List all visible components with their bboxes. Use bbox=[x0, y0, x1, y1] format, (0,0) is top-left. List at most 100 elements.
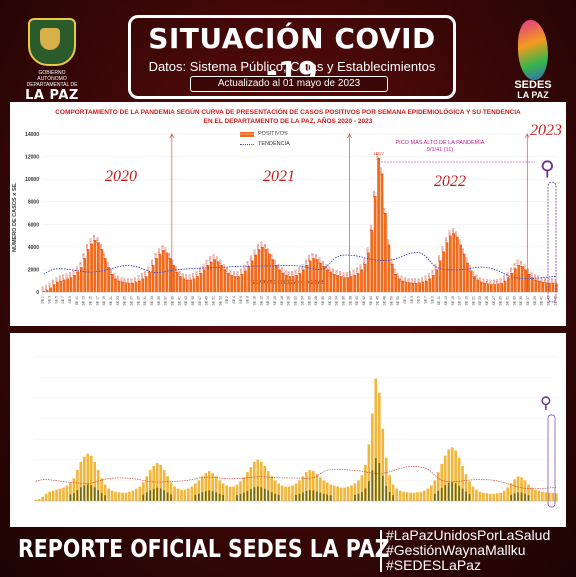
legend-swatch-tendencia bbox=[240, 143, 254, 145]
hashtag-1[interactable]: #LaPazUnidosPorLaSalud bbox=[386, 527, 551, 543]
bar-secondary-overlay bbox=[322, 493, 325, 501]
bar-value-label: 1000 bbox=[502, 275, 506, 282]
y-tick-label: 0 bbox=[36, 290, 39, 296]
x-tick-label: SE 13 bbox=[82, 296, 86, 306]
bar-secondary-overlay bbox=[170, 494, 172, 501]
bar-positivos bbox=[397, 278, 401, 292]
x-tick-label: SE 36 bbox=[341, 296, 345, 306]
x-tick-label: SE 41 bbox=[540, 296, 544, 306]
bar-value-label: 1600 bbox=[239, 268, 243, 275]
bar-positivos bbox=[530, 277, 534, 292]
bar-positivos bbox=[459, 244, 463, 292]
bar-value-label: 8500 bbox=[372, 190, 376, 197]
bar-positivos bbox=[537, 280, 541, 292]
bar-positivos bbox=[486, 283, 490, 292]
bar-secondary-overlay bbox=[461, 488, 464, 501]
peak-annotation: PICO MÁS ALTO DE LA PANDEMIA 9/1/41 (11) bbox=[385, 140, 495, 154]
bar-secondary bbox=[34, 499, 38, 501]
bar-positivos bbox=[59, 280, 63, 292]
bar-positivos bbox=[62, 279, 66, 292]
bar-secondary bbox=[551, 492, 555, 501]
bar-value-label: 1400 bbox=[143, 271, 147, 278]
trend-line bbox=[43, 251, 557, 280]
bar-secondary bbox=[381, 428, 385, 501]
bar-value-label: 800 bbox=[413, 278, 417, 283]
bar-secondary bbox=[162, 470, 166, 501]
bar-secondary bbox=[228, 486, 232, 501]
bar-secondary-overlay bbox=[385, 485, 388, 501]
bar-value-label: 1400 bbox=[290, 271, 294, 278]
bar-positivos bbox=[185, 279, 189, 292]
bar-secondary bbox=[180, 489, 183, 501]
bar-value-label: 1100 bbox=[533, 274, 537, 281]
bar-positivos bbox=[134, 281, 138, 292]
bar-value-label: 2200 bbox=[106, 262, 110, 269]
x-tick-label: SE 51 bbox=[212, 296, 216, 306]
bar-positivos bbox=[264, 249, 268, 292]
bar-value-label: 2400 bbox=[273, 259, 277, 266]
y-tick-label: 4000 bbox=[28, 245, 39, 251]
bar-secondary bbox=[523, 480, 527, 501]
bar-positivos bbox=[261, 246, 264, 292]
department-map-icon bbox=[518, 20, 548, 80]
x-tick-label: SE 20 bbox=[287, 296, 291, 306]
bar-positivos bbox=[281, 272, 285, 292]
x-tick-label: SE 1 bbox=[403, 296, 407, 304]
x-tick-label: SE 43 bbox=[184, 296, 188, 306]
bar-positivos bbox=[472, 276, 476, 292]
bar-value-label: 1700 bbox=[509, 267, 513, 274]
bar-value-label: 800 bbox=[482, 278, 486, 283]
bar-positivos bbox=[247, 266, 251, 292]
bar-secondary bbox=[298, 480, 301, 501]
x-tick-label: SE 45 bbox=[191, 296, 195, 306]
bar-secondary-overlay bbox=[163, 490, 165, 501]
x-tick-label: SE 31 bbox=[505, 296, 509, 306]
bar-value-label: 1700 bbox=[198, 267, 202, 274]
y-tick-label: 14000 bbox=[25, 132, 39, 138]
bar-secondary bbox=[457, 457, 461, 501]
bar-secondary bbox=[51, 490, 55, 501]
bar-secondary bbox=[388, 475, 392, 501]
bar-value-label: 2300 bbox=[519, 260, 523, 267]
bar-value-label: 1500 bbox=[352, 269, 356, 276]
bar-positivos bbox=[380, 173, 384, 292]
bar-value-label: 3000 bbox=[167, 252, 171, 259]
x-tick-label: SE 25 bbox=[123, 296, 127, 306]
bar-positivos bbox=[476, 279, 480, 292]
bar-positivos bbox=[131, 282, 134, 292]
bar-secondary bbox=[544, 492, 548, 501]
bar-secondary-overlay bbox=[142, 494, 145, 501]
bar-value-label: 800 bbox=[550, 278, 554, 283]
bar-secondary bbox=[259, 461, 263, 501]
bar-secondary bbox=[291, 485, 294, 501]
bar-secondary bbox=[76, 470, 79, 501]
bar-positivos bbox=[322, 266, 326, 292]
bar-value-label: 750 bbox=[553, 279, 557, 284]
bar-value-label: 1300 bbox=[341, 272, 345, 279]
gobernacion-logo: GOBIERNO AUTÓNOMO DEPARTAMENTAL DE LA PA… bbox=[24, 18, 80, 103]
x-tick-label: SE 34 bbox=[335, 296, 339, 306]
y-tick-label: 12000 bbox=[25, 155, 39, 161]
bar-value-label: 2900 bbox=[212, 254, 216, 261]
x-tick-label: SE 10 bbox=[253, 296, 257, 306]
bar-positivos bbox=[517, 264, 521, 292]
bar-secondary bbox=[176, 488, 180, 501]
bar-value-label: 4200 bbox=[458, 239, 462, 246]
bar-secondary-overlay bbox=[302, 492, 304, 501]
bar-secondary-overlay bbox=[201, 492, 204, 501]
bar-secondary-overlay bbox=[440, 488, 443, 501]
bar-secondary-overlay bbox=[246, 490, 249, 501]
bar-secondary bbox=[221, 483, 225, 501]
bar-value-label: 750 bbox=[495, 279, 499, 284]
hashtag-3[interactable]: #SEDESLaPaz bbox=[386, 557, 481, 573]
bar-value-label: 3400 bbox=[461, 248, 465, 255]
x-tick-label: SE 3 bbox=[410, 296, 414, 304]
hashtag-2[interactable]: #GestiónWaynaMallku bbox=[386, 542, 526, 558]
bar-secondary-overlay bbox=[298, 493, 301, 501]
bar-value-label: 2500 bbox=[389, 258, 393, 265]
bar-value-label: 4200 bbox=[386, 239, 390, 246]
bar-secondary bbox=[430, 485, 433, 501]
bar-secondary-overlay bbox=[222, 494, 224, 501]
bar-value-label: 3800 bbox=[99, 243, 103, 250]
bar-secondary-overlay bbox=[83, 485, 86, 501]
